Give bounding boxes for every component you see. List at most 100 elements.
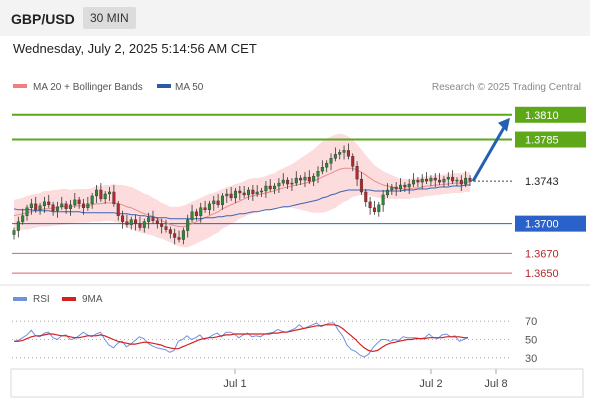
candle-body xyxy=(355,166,359,180)
candle-body xyxy=(420,178,424,183)
candle-body xyxy=(455,179,459,182)
candle-body xyxy=(286,179,290,185)
candle-body xyxy=(342,150,346,153)
candle-body xyxy=(442,178,446,183)
candle-body xyxy=(29,203,33,208)
candle-body xyxy=(233,190,237,199)
ma50-line xyxy=(13,184,470,220)
candle-body xyxy=(433,177,437,181)
rsi-tick-label: 70 xyxy=(525,316,537,328)
candle-body xyxy=(129,219,133,225)
candle-body xyxy=(190,211,194,220)
candle-body xyxy=(329,158,333,164)
rsi-legend-swatch xyxy=(13,297,27,301)
rsi-tick-label: 50 xyxy=(525,335,537,347)
candle-body xyxy=(364,191,368,203)
candle-body xyxy=(220,195,224,206)
candle-body xyxy=(151,217,155,221)
candle-body xyxy=(333,154,337,159)
bollinger-legend-label: MA 20 + Bollinger Bands xyxy=(33,82,143,93)
candle-body xyxy=(264,185,268,192)
target-level-box xyxy=(515,106,586,123)
rsi-line xyxy=(13,322,469,358)
symbol-label: GBP/USD xyxy=(11,11,75,27)
candle-body xyxy=(229,193,233,199)
ma50-legend-label: MA 50 xyxy=(175,82,204,93)
candle-body xyxy=(68,204,72,209)
candle-body xyxy=(42,201,46,207)
candle-body xyxy=(51,204,55,211)
top-bar: GBP/USD 30 MIN xyxy=(0,0,590,36)
bollinger-legend-swatch xyxy=(13,84,27,88)
candle-body xyxy=(108,191,112,195)
candle-body xyxy=(468,177,472,182)
candle-body xyxy=(316,170,320,177)
candle-body xyxy=(399,184,403,190)
candle-body xyxy=(320,167,324,172)
candle-body xyxy=(407,183,411,188)
candle-body xyxy=(372,207,376,212)
candle-body xyxy=(294,177,298,184)
candle-body xyxy=(138,223,142,228)
candle-body xyxy=(242,192,246,196)
candle-body xyxy=(155,220,159,224)
candle-body xyxy=(173,233,177,238)
candle-body xyxy=(34,203,38,210)
rsi-panel: 70 50 30 xyxy=(12,316,537,365)
candle-body xyxy=(216,200,220,206)
candle-body xyxy=(194,211,198,216)
candle-body xyxy=(64,203,68,209)
rsi-legend-label: RSI xyxy=(33,294,50,305)
x-tick-label: Jul 1 xyxy=(223,378,246,390)
candle-body xyxy=(247,189,251,196)
candle-body xyxy=(77,199,81,205)
projection-arrow-shaft xyxy=(471,125,507,182)
candle-body xyxy=(168,229,172,234)
candle-body xyxy=(403,184,407,188)
datetime-label: Wednesday, July 2, 2025 5:14:56 AM CET xyxy=(13,41,257,56)
candle-body xyxy=(446,176,450,180)
time-axis xyxy=(10,368,584,398)
candle-body xyxy=(73,199,77,206)
candle-body xyxy=(346,150,350,157)
candle-body xyxy=(260,190,264,193)
candle-body xyxy=(425,178,429,182)
rsi-ma-legend-label: 9MA xyxy=(82,294,103,305)
ma20-line xyxy=(13,167,470,228)
candle-body xyxy=(38,205,42,210)
candle-body xyxy=(325,163,329,168)
rsi-tick-label: 30 xyxy=(525,353,537,365)
bollinger-band xyxy=(14,133,470,248)
candle-body xyxy=(203,207,207,210)
candle-body xyxy=(312,175,316,182)
candle-body xyxy=(90,195,94,205)
candle-body xyxy=(281,179,285,184)
candle-body xyxy=(125,221,129,225)
timeframe-button[interactable]: 30 MIN xyxy=(83,7,136,29)
candle-body xyxy=(60,203,64,208)
candle-body xyxy=(112,191,116,205)
candle-body xyxy=(199,207,203,216)
candle-body xyxy=(134,219,138,224)
candle-body xyxy=(416,179,420,183)
candle-body xyxy=(438,179,442,183)
candle-body xyxy=(359,178,363,193)
candle-body xyxy=(251,189,255,195)
candle-body xyxy=(21,215,25,222)
candle-body xyxy=(121,215,125,222)
candle-body xyxy=(81,203,85,208)
last-price-box xyxy=(515,173,586,190)
candle-body xyxy=(351,156,355,167)
candle-body xyxy=(164,226,168,230)
source-credit: Research © 2025 Trading Central xyxy=(432,82,581,93)
candle-body xyxy=(47,201,51,206)
candle-body xyxy=(464,177,468,185)
candle-body xyxy=(99,189,103,200)
candle-body xyxy=(255,191,259,195)
candle-body xyxy=(394,186,398,190)
projection-arrow-head xyxy=(498,117,510,132)
candle-body xyxy=(303,176,307,181)
pivot-level-label: 1.3700 xyxy=(525,219,559,231)
